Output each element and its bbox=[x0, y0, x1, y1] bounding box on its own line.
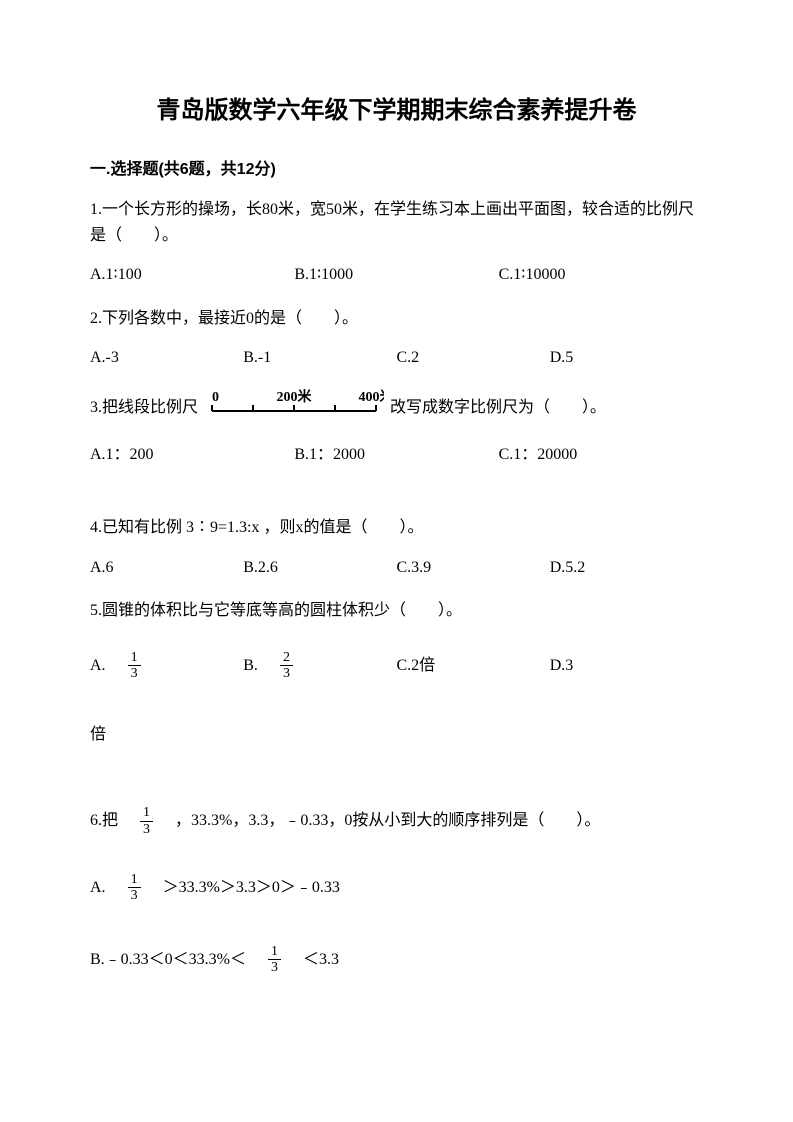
spacer bbox=[90, 692, 703, 722]
q4-options: A.6 B.2.6 C.3.9 D.5.2 bbox=[90, 555, 703, 581]
q6-a-prefix: A. bbox=[90, 875, 122, 901]
q5-b-den: 3 bbox=[280, 666, 293, 681]
q2-option-c: C.2 bbox=[397, 345, 550, 371]
q1-option-b: B.1∶1000 bbox=[294, 262, 498, 288]
q6-option-a: A. 1 3 ＞33.3%＞3.3＞0＞﹣0.33 bbox=[90, 872, 703, 904]
q6-a-den: 3 bbox=[128, 888, 141, 903]
q6-suffix: ，33.3%，3.3，﹣0.33，0按从小到大的顺序排列是（ ）。 bbox=[159, 808, 600, 834]
question-5: 5.圆锥的体积比与它等底等高的圆柱体积少（ ）。 A. 1 3 B. 2 3 C… bbox=[90, 598, 703, 747]
q5-option-c: C.2倍 bbox=[397, 653, 550, 679]
q5-option-a: A. 1 3 bbox=[90, 650, 243, 682]
q5-b-prefix: B. bbox=[243, 653, 274, 679]
q3-suffix: 改写成数字比例尺为（ ）。 bbox=[390, 395, 606, 421]
question-2: 2.下列各数中，最接近0的是（ ）。 A.-3 B.-1 C.2 D.5 bbox=[90, 306, 703, 371]
fraction-icon: 2 3 bbox=[280, 650, 293, 682]
q1-options: A.1∶100 B.1∶1000 C.1∶10000 bbox=[90, 262, 703, 288]
q5-b-num: 2 bbox=[280, 650, 293, 666]
q2-options: A.-3 B.-1 C.2 D.5 bbox=[90, 345, 703, 371]
fraction-icon: 1 3 bbox=[128, 650, 141, 682]
q3-options: A.1：200 B.1：2000 C.1：20000 bbox=[90, 442, 703, 468]
spacer bbox=[90, 638, 703, 650]
q3-option-a: A.1：200 bbox=[90, 442, 294, 468]
fraction-icon: 1 3 bbox=[140, 805, 153, 837]
q5-options: A. 1 3 B. 2 3 C.2倍 D.3 bbox=[90, 650, 703, 682]
page-title: 青岛版数学六年级下学期期末综合素养提升卷 bbox=[90, 90, 703, 125]
q6-den: 3 bbox=[140, 822, 153, 837]
q6-prefix: 6.把 bbox=[90, 808, 134, 834]
q6-text: 6.把 1 3 ，33.3%，3.3，﹣0.33，0按从小到大的顺序排列是（ ）… bbox=[90, 805, 703, 837]
q4-text: 4.已知有比例 3∶9=1.3:x ，则x的值是（ ）。 bbox=[90, 515, 703, 541]
q6-num: 1 bbox=[140, 805, 153, 821]
q6-option-b: B.﹣0.33＜0＜33.3%＜ 1 3 ＜3.3 bbox=[90, 944, 703, 976]
q5-text: 5.圆锥的体积比与它等底等高的圆柱体积少（ ）。 bbox=[90, 598, 703, 624]
q5-d-prefix: D.3 bbox=[550, 653, 574, 679]
q2-option-b: B.-1 bbox=[243, 345, 396, 371]
q3-prefix: 3.把线段比例尺 bbox=[90, 395, 198, 421]
q5-a-num: 1 bbox=[128, 650, 141, 666]
q6-b-num: 1 bbox=[268, 944, 281, 960]
q4-option-d: D.5.2 bbox=[550, 555, 703, 581]
spacer bbox=[90, 765, 703, 805]
q3-text: 3.把线段比例尺 0 200米 400米 改写成数字比例尺为（ ）。 bbox=[90, 389, 703, 428]
svg-text:200米: 200米 bbox=[277, 389, 313, 405]
scale-svg: 0 200米 400米 bbox=[204, 389, 384, 419]
q5-option-b: B. 2 3 bbox=[243, 650, 396, 682]
q2-text: 2.下列各数中，最接近0的是（ ）。 bbox=[90, 306, 703, 332]
spacer bbox=[90, 485, 703, 515]
q6-b-prefix: B.﹣0.33＜0＜33.3%＜ bbox=[90, 947, 262, 973]
q5-option-d: D.3 bbox=[550, 653, 703, 679]
question-6: 6.把 1 3 ，33.3%，3.3，﹣0.33，0按从小到大的顺序排列是（ ）… bbox=[90, 805, 703, 975]
q6-b-suffix: ＜3.3 bbox=[287, 947, 339, 973]
q1-option-a: A.1∶100 bbox=[90, 262, 294, 288]
q3-option-b: B.1：2000 bbox=[294, 442, 498, 468]
svg-text:400米: 400米 bbox=[359, 389, 385, 405]
q5-a-prefix: A. bbox=[90, 653, 122, 679]
q2-option-d: D.5 bbox=[550, 345, 703, 371]
q2-option-a: A.-3 bbox=[90, 345, 243, 371]
q6-b-den: 3 bbox=[268, 960, 281, 975]
q4-option-a: A.6 bbox=[90, 555, 243, 581]
q5-d-suffix: 倍 bbox=[90, 722, 703, 748]
fraction-icon: 1 3 bbox=[128, 872, 141, 904]
spacer bbox=[90, 837, 703, 872]
section-header: 一.选择题(共6题，共12分) bbox=[90, 155, 703, 179]
q6-a-num: 1 bbox=[128, 872, 141, 888]
question-1: 1.一个长方形的操场，长80米，宽50米，在学生练习本上画出平面图，较合适的比例… bbox=[90, 197, 703, 288]
q5-a-den: 3 bbox=[128, 666, 141, 681]
q3-scale-diagram: 0 200米 400米 bbox=[204, 389, 384, 428]
question-4: 4.已知有比例 3∶9=1.3:x ，则x的值是（ ）。 A.6 B.2.6 C… bbox=[90, 515, 703, 580]
q6-a-suffix: ＞33.3%＞3.3＞0＞﹣0.33 bbox=[147, 875, 340, 901]
q4-option-b: B.2.6 bbox=[243, 555, 396, 581]
question-3: 3.把线段比例尺 0 200米 400米 改写成数字比例尺为（ ）。 A.1：200… bbox=[90, 389, 703, 467]
q1-option-c: C.1∶10000 bbox=[499, 262, 703, 288]
q3-option-c: C.1：20000 bbox=[499, 442, 703, 468]
q4-option-c: C.3.9 bbox=[397, 555, 550, 581]
fraction-icon: 1 3 bbox=[268, 944, 281, 976]
q1-text: 1.一个长方形的操场，长80米，宽50米，在学生练习本上画出平面图，较合适的比例… bbox=[90, 197, 703, 248]
svg-text:0: 0 bbox=[212, 390, 219, 405]
